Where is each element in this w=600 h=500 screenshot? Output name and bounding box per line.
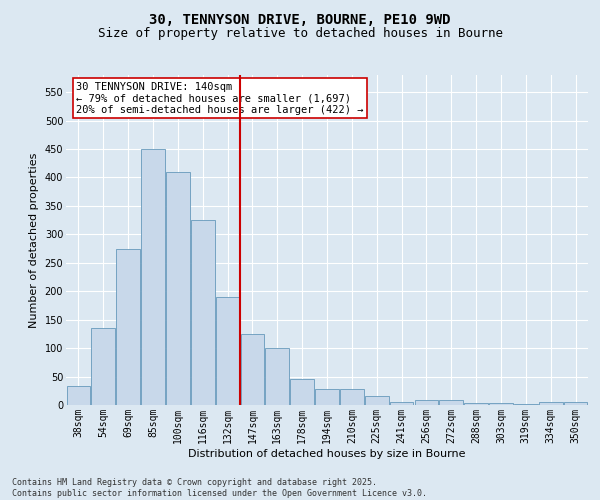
Bar xyxy=(290,380,314,405)
Bar xyxy=(390,402,413,405)
Bar xyxy=(265,348,289,405)
Bar xyxy=(365,396,389,405)
Bar xyxy=(191,220,215,405)
Bar xyxy=(539,402,563,405)
Bar xyxy=(564,402,587,405)
Bar xyxy=(241,334,264,405)
Bar xyxy=(415,400,438,405)
Bar xyxy=(315,388,339,405)
Text: Size of property relative to detached houses in Bourne: Size of property relative to detached ho… xyxy=(97,28,503,40)
Text: Contains HM Land Registry data © Crown copyright and database right 2025.
Contai: Contains HM Land Registry data © Crown c… xyxy=(12,478,427,498)
Bar xyxy=(464,404,488,405)
Text: 30, TENNYSON DRIVE, BOURNE, PE10 9WD: 30, TENNYSON DRIVE, BOURNE, PE10 9WD xyxy=(149,12,451,26)
Bar xyxy=(141,149,165,405)
Bar xyxy=(439,400,463,405)
Bar xyxy=(340,388,364,405)
Bar xyxy=(489,404,513,405)
Bar xyxy=(91,328,115,405)
Bar xyxy=(216,297,239,405)
Bar xyxy=(514,404,538,405)
X-axis label: Distribution of detached houses by size in Bourne: Distribution of detached houses by size … xyxy=(188,448,466,458)
Text: 30 TENNYSON DRIVE: 140sqm
← 79% of detached houses are smaller (1,697)
20% of se: 30 TENNYSON DRIVE: 140sqm ← 79% of detac… xyxy=(76,82,364,115)
Y-axis label: Number of detached properties: Number of detached properties xyxy=(29,152,39,328)
Bar xyxy=(67,386,90,405)
Bar xyxy=(116,248,140,405)
Bar xyxy=(166,172,190,405)
